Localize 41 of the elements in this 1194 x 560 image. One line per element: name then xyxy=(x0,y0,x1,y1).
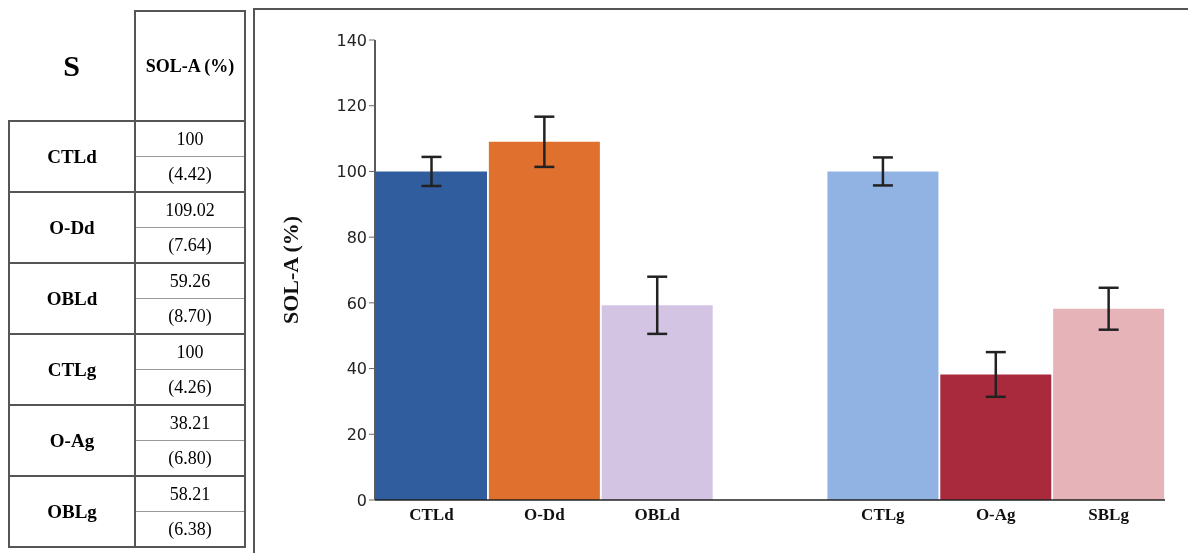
text: CTLd xyxy=(9,121,135,192)
bar xyxy=(940,374,1052,500)
text: 100 xyxy=(136,335,244,370)
text: 100 xyxy=(136,122,244,157)
bar xyxy=(1052,308,1164,500)
x-tick-label: O-Dd xyxy=(523,505,565,525)
y-tick-label: 80 xyxy=(346,227,367,247)
text: (4.26) xyxy=(167,376,213,399)
x-tick-label: CTLg xyxy=(860,505,905,525)
text: OBLg xyxy=(9,476,135,547)
text: 59.26 xyxy=(136,264,244,299)
text: 58.21 xyxy=(136,477,244,512)
text: O-Ag xyxy=(9,405,135,476)
y-axis-title: SOL-A (%) xyxy=(277,215,303,325)
y-tick-label: 140 xyxy=(336,30,367,50)
x-tick-label: O-Ag xyxy=(975,505,1016,525)
text: (8.70) xyxy=(167,305,213,328)
text: (6.38) xyxy=(167,518,213,541)
y-tick-label: 20 xyxy=(346,424,367,444)
bar xyxy=(601,305,713,500)
y-tick-label: 0 xyxy=(356,490,367,510)
bar xyxy=(827,171,939,500)
y-tick-label: 120 xyxy=(336,96,367,116)
bar xyxy=(488,141,600,500)
text: O-Dd xyxy=(9,192,135,263)
text: (6.80) xyxy=(167,447,213,470)
text: OBLd xyxy=(9,263,135,334)
y-tick-label: 60 xyxy=(346,293,367,313)
y-tick-label: 40 xyxy=(346,359,367,379)
x-tick-label: CTLd xyxy=(409,505,454,525)
text: (4.42) xyxy=(167,163,213,186)
bar xyxy=(375,171,487,500)
text: 38.21 xyxy=(136,406,244,441)
text: 109.02 xyxy=(136,193,244,228)
x-tick-label: OBLd xyxy=(634,505,681,525)
text: S xyxy=(62,47,81,84)
y-tick-label: 100 xyxy=(336,162,367,182)
text: CTLg xyxy=(9,334,135,405)
x-tick-label: SBLg xyxy=(1088,505,1130,525)
text: (7.64) xyxy=(167,234,213,257)
text: SOL-A (%) xyxy=(135,11,245,121)
